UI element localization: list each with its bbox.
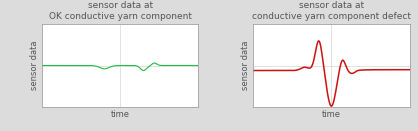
Title: sensor data at
OK conductive yarn component: sensor data at OK conductive yarn compon… bbox=[48, 1, 191, 21]
X-axis label: time: time bbox=[322, 110, 341, 119]
Y-axis label: sensor data: sensor data bbox=[241, 41, 250, 90]
Y-axis label: sensor data: sensor data bbox=[30, 41, 39, 90]
X-axis label: time: time bbox=[111, 110, 130, 119]
Title: sensor data at
conductive yarn component defect: sensor data at conductive yarn component… bbox=[252, 1, 411, 21]
